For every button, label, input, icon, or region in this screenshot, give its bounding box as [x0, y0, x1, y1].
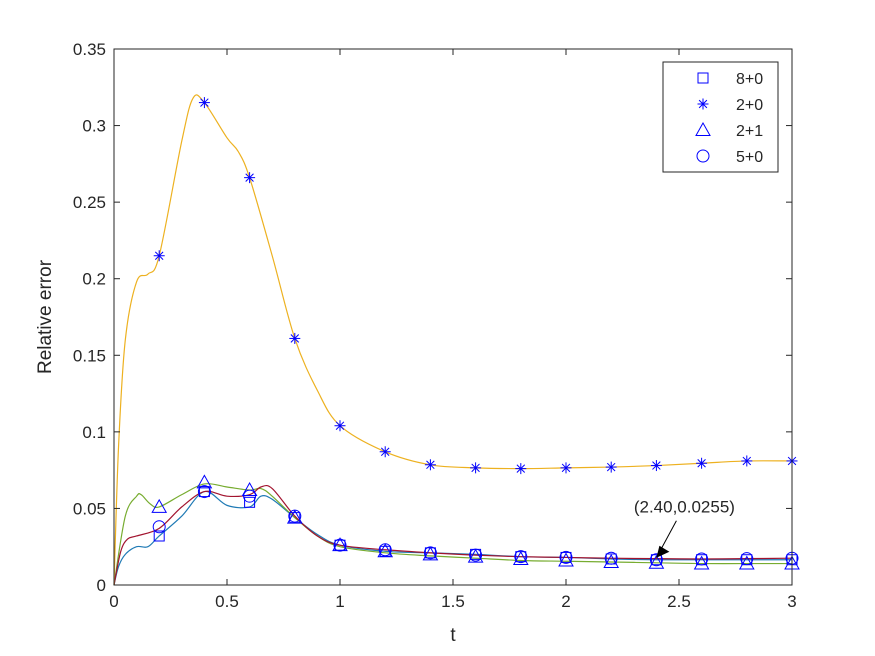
- x-tick-label: 3: [787, 592, 796, 611]
- y-tick-label: 0: [97, 576, 106, 595]
- legend-marker-5-plus-0: [696, 149, 710, 163]
- legend-label: 2+0: [736, 97, 763, 114]
- data-point-2-plus-0: [424, 459, 436, 471]
- y-tick-label: 0.3: [82, 117, 106, 136]
- data-point-5-plus-0: [197, 485, 211, 499]
- legend-marker-8-plus-0: [697, 72, 709, 84]
- data-point-2-plus-1: [196, 474, 213, 489]
- y-axis-label: Relative error: [35, 259, 56, 374]
- data-point-2-plus-1: [422, 546, 439, 561]
- data-point-2-plus-0: [198, 97, 210, 109]
- data-point-8-plus-0: [244, 496, 256, 508]
- data-point-2-plus-0: [515, 463, 527, 475]
- data-point-5-plus-0: [649, 553, 663, 567]
- data-point-2-plus-0: [560, 462, 572, 474]
- y-tick-label: 0.15: [73, 346, 106, 365]
- legend-label: 2+1: [736, 123, 763, 140]
- data-point-5-plus-0: [288, 509, 302, 523]
- data-point-5-plus-0: [559, 550, 573, 564]
- y-tick-label: 0.05: [73, 499, 106, 518]
- data-point-2-plus-0: [289, 332, 301, 344]
- data-point-5-plus-0: [423, 546, 437, 560]
- data-point-5-plus-0: [378, 543, 392, 557]
- data-point-2-plus-1: [603, 554, 620, 569]
- annotation-label: (2.40,0.0255): [634, 498, 735, 517]
- data-point-2-plus-0: [696, 457, 708, 469]
- data-point-2-plus-1: [467, 548, 484, 563]
- series-markers: [151, 97, 800, 570]
- data-point-5-plus-0: [740, 552, 754, 566]
- data-point-2-plus-1: [693, 555, 710, 570]
- data-point-5-plus-0: [514, 550, 528, 564]
- data-point-2-plus-1: [377, 543, 394, 558]
- data-point-5-plus-0: [243, 489, 257, 503]
- data-point-8-plus-0: [560, 551, 572, 563]
- series-line-2-plus-0: [113, 94, 793, 586]
- data-point-2-plus-1: [286, 509, 303, 524]
- data-point-5-plus-0: [604, 551, 618, 565]
- data-point-8-plus-0: [198, 486, 210, 498]
- y-tick-label: 0.25: [73, 193, 106, 212]
- data-point-5-plus-0: [469, 548, 483, 562]
- legend-label: 5+0: [736, 149, 763, 166]
- y-tick-label: 0.2: [82, 270, 106, 289]
- data-point-2-plus-0: [605, 461, 617, 473]
- data-point-8-plus-0: [153, 530, 165, 542]
- data-point-2-plus-1: [558, 552, 574, 567]
- annotation: (2.40,0.0255): [634, 498, 735, 558]
- legend-marker-2-plus-0: [697, 98, 709, 110]
- y-axis-ticks: 0 0.05 0.1 0.15 0.2 0.25 0.3 0.35: [73, 40, 792, 595]
- data-point-5-plus-0: [695, 552, 709, 566]
- x-tick-label: 2.5: [667, 592, 691, 611]
- x-tick-label: 0: [109, 592, 118, 611]
- legend-label: 8+0: [736, 71, 763, 88]
- series-lines: [113, 94, 793, 586]
- data-point-2-plus-0: [470, 462, 482, 474]
- data-point-5-plus-0: [333, 538, 347, 552]
- y-tick-label: 0.35: [73, 40, 106, 59]
- data-point-2-plus-0: [379, 446, 391, 458]
- x-tick-label: 2: [561, 592, 570, 611]
- x-axis-label: t: [450, 625, 456, 646]
- legend-box: [662, 61, 779, 173]
- data-point-2-plus-1: [738, 555, 755, 570]
- data-point-2-plus-0: [741, 455, 753, 467]
- annotation-arrowhead: [656, 545, 670, 558]
- data-point-2-plus-0: [650, 460, 662, 472]
- legend: 8+0 2+0 2+1 5+0: [662, 61, 779, 173]
- data-point-2-plus-0: [153, 250, 165, 262]
- x-axis-ticks: 0 0.5 1 1.5 2 2.5 3: [109, 49, 797, 611]
- data-point-5-plus-0: [152, 520, 166, 534]
- data-point-2-plus-1: [241, 482, 258, 497]
- data-point-2-plus-1: [151, 498, 168, 513]
- x-tick-label: 1: [335, 592, 344, 611]
- data-point-2-plus-0: [334, 420, 346, 432]
- data-point-2-plus-0: [244, 172, 256, 184]
- legend-marker-2-plus-1: [695, 121, 711, 136]
- x-tick-label: 1.5: [441, 592, 465, 611]
- x-tick-label: 0.5: [215, 592, 239, 611]
- series-line-2-plus-1: [113, 483, 792, 586]
- data-point-2-plus-1: [648, 554, 665, 569]
- data-point-2-plus-1: [512, 550, 529, 565]
- y-tick-label: 0.1: [82, 423, 106, 442]
- data-point-8-plus-0: [650, 554, 662, 566]
- series-line-5-plus-0: [113, 484, 793, 586]
